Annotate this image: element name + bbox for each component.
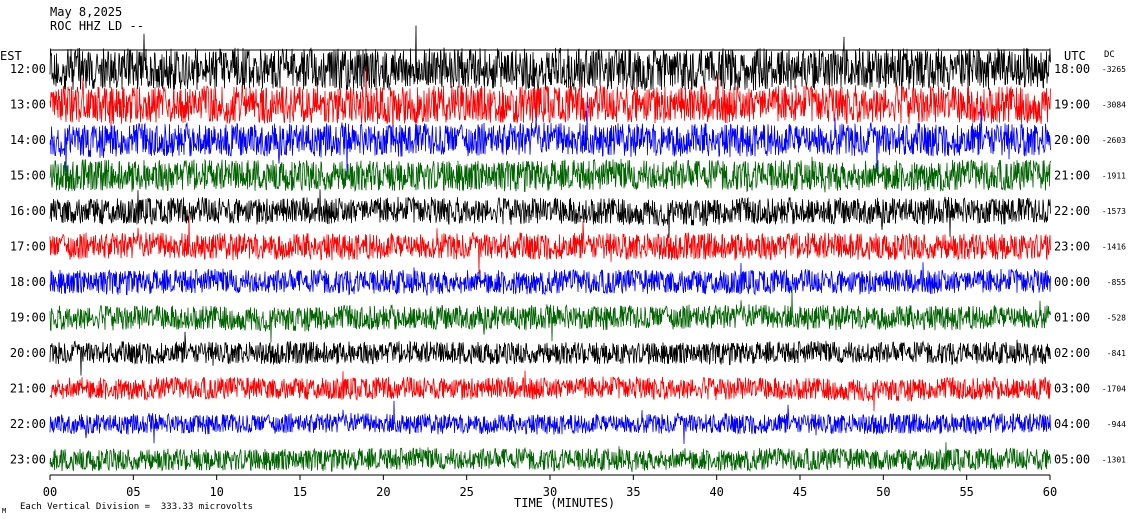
utc-hour-label: 02:00 bbox=[1054, 346, 1090, 360]
utc-hour-label: 22:00 bbox=[1054, 204, 1090, 218]
trace-1200 bbox=[49, 25, 1051, 91]
scale-note: Each Vertical Division = 333.33 microvol… bbox=[20, 502, 253, 512]
trace-1600 bbox=[49, 189, 1051, 239]
dc-offset-label: -2603 bbox=[1102, 136, 1126, 145]
utc-hour-label: 01:00 bbox=[1054, 311, 1090, 325]
est-hour-label: 13:00 bbox=[10, 98, 46, 112]
dc-header-label: DC bbox=[1104, 50, 1115, 60]
utc-hour-label: 18:00 bbox=[1054, 62, 1090, 76]
dc-offset-label: -3084 bbox=[1102, 101, 1126, 110]
est-hour-label: 19:00 bbox=[10, 311, 46, 325]
x-tick-label: 30 bbox=[543, 485, 557, 499]
x-axis: 00 05 10 15 20 25 30 35 40 45 50 55 60 bbox=[43, 475, 1057, 499]
corner-mark: M bbox=[2, 507, 7, 515]
x-tick-label: 20 bbox=[376, 485, 390, 499]
dc-offset-label: -3265 bbox=[1102, 65, 1126, 74]
est-hour-label: 12:00 bbox=[10, 62, 46, 76]
utc-hour-label: 03:00 bbox=[1054, 382, 1090, 396]
station-label: ROC HHZ LD -- bbox=[50, 19, 144, 33]
utc-hour-label: 05:00 bbox=[1054, 453, 1090, 467]
est-hour-label: 23:00 bbox=[10, 453, 46, 467]
trace-2000 bbox=[49, 331, 1051, 376]
est-hour-label: 22:00 bbox=[10, 417, 46, 431]
est-hour-label: 15:00 bbox=[10, 169, 46, 183]
trace-2300 bbox=[49, 442, 1051, 473]
est-timezone-label: EST bbox=[0, 49, 22, 63]
x-tick-label: 60 bbox=[1043, 485, 1057, 499]
utc-timezone-label: UTC bbox=[1064, 49, 1086, 63]
utc-hour-label: 21:00 bbox=[1054, 169, 1090, 183]
date-label: May 8,2025 bbox=[50, 5, 123, 19]
x-tick-label: 50 bbox=[876, 485, 890, 499]
x-tick-label: 15 bbox=[293, 485, 307, 499]
est-hour-label: 18:00 bbox=[10, 275, 46, 289]
utc-axis: 18:00 19:00 20:00 21:00 22:00 23:00 00:00 01:00… bbox=[1054, 62, 1090, 467]
dc-offset-label: -1416 bbox=[1102, 243, 1126, 252]
dc-offset-label: -1301 bbox=[1102, 456, 1126, 465]
utc-hour-label: 20:00 bbox=[1054, 133, 1090, 147]
dc-offset-label: -841 bbox=[1107, 349, 1126, 358]
x-tick-label: 10 bbox=[209, 485, 223, 499]
dc-offset-label: -855 bbox=[1107, 278, 1126, 287]
trace-1300 bbox=[49, 65, 1051, 136]
dc-axis: -3265 -3084 -2603 -1911 -1573 -1416 -855 -528 -8… bbox=[1102, 65, 1126, 465]
dc-offset-label: -1573 bbox=[1102, 207, 1126, 216]
x-tick-label: 05 bbox=[126, 485, 140, 499]
trace-1500 bbox=[49, 156, 1051, 193]
utc-hour-label: 00:00 bbox=[1054, 275, 1090, 289]
trace-1700 bbox=[49, 215, 1051, 274]
x-tick-label: 45 bbox=[793, 485, 807, 499]
x-tick-label: 55 bbox=[959, 485, 973, 499]
x-tick-label: 40 bbox=[709, 485, 723, 499]
est-axis: 12:00 13:00 14:00 15:00 16:00 17:00 18:00 19:00… bbox=[10, 62, 46, 467]
est-hour-label: 14:00 bbox=[10, 133, 46, 147]
dc-offset-label: -1911 bbox=[1102, 172, 1126, 181]
trace-2200 bbox=[49, 400, 1051, 445]
trace-2100 bbox=[49, 370, 1051, 412]
x-tick-label: 00 bbox=[43, 485, 57, 499]
x-tick-label: 25 bbox=[459, 485, 473, 499]
trace-1900 bbox=[49, 289, 1051, 343]
est-hour-label: 20:00 bbox=[10, 346, 46, 360]
trace-layer bbox=[49, 25, 1051, 473]
x-tick-label: 35 bbox=[626, 485, 640, 499]
trace-1800 bbox=[49, 262, 1051, 296]
dc-offset-label: -1704 bbox=[1102, 385, 1126, 394]
est-hour-label: 16:00 bbox=[10, 204, 46, 218]
est-hour-label: 17:00 bbox=[10, 240, 46, 254]
dc-offset-label: -944 bbox=[1107, 420, 1126, 429]
utc-hour-label: 23:00 bbox=[1054, 240, 1090, 254]
trace-1400 bbox=[49, 101, 1051, 175]
est-hour-label: 21:00 bbox=[10, 382, 46, 396]
x-axis-title: TIME (MINUTES) bbox=[514, 496, 616, 510]
dc-offset-label: -528 bbox=[1107, 314, 1126, 323]
utc-hour-label: 19:00 bbox=[1054, 98, 1090, 112]
utc-hour-label: 04:00 bbox=[1054, 417, 1090, 431]
